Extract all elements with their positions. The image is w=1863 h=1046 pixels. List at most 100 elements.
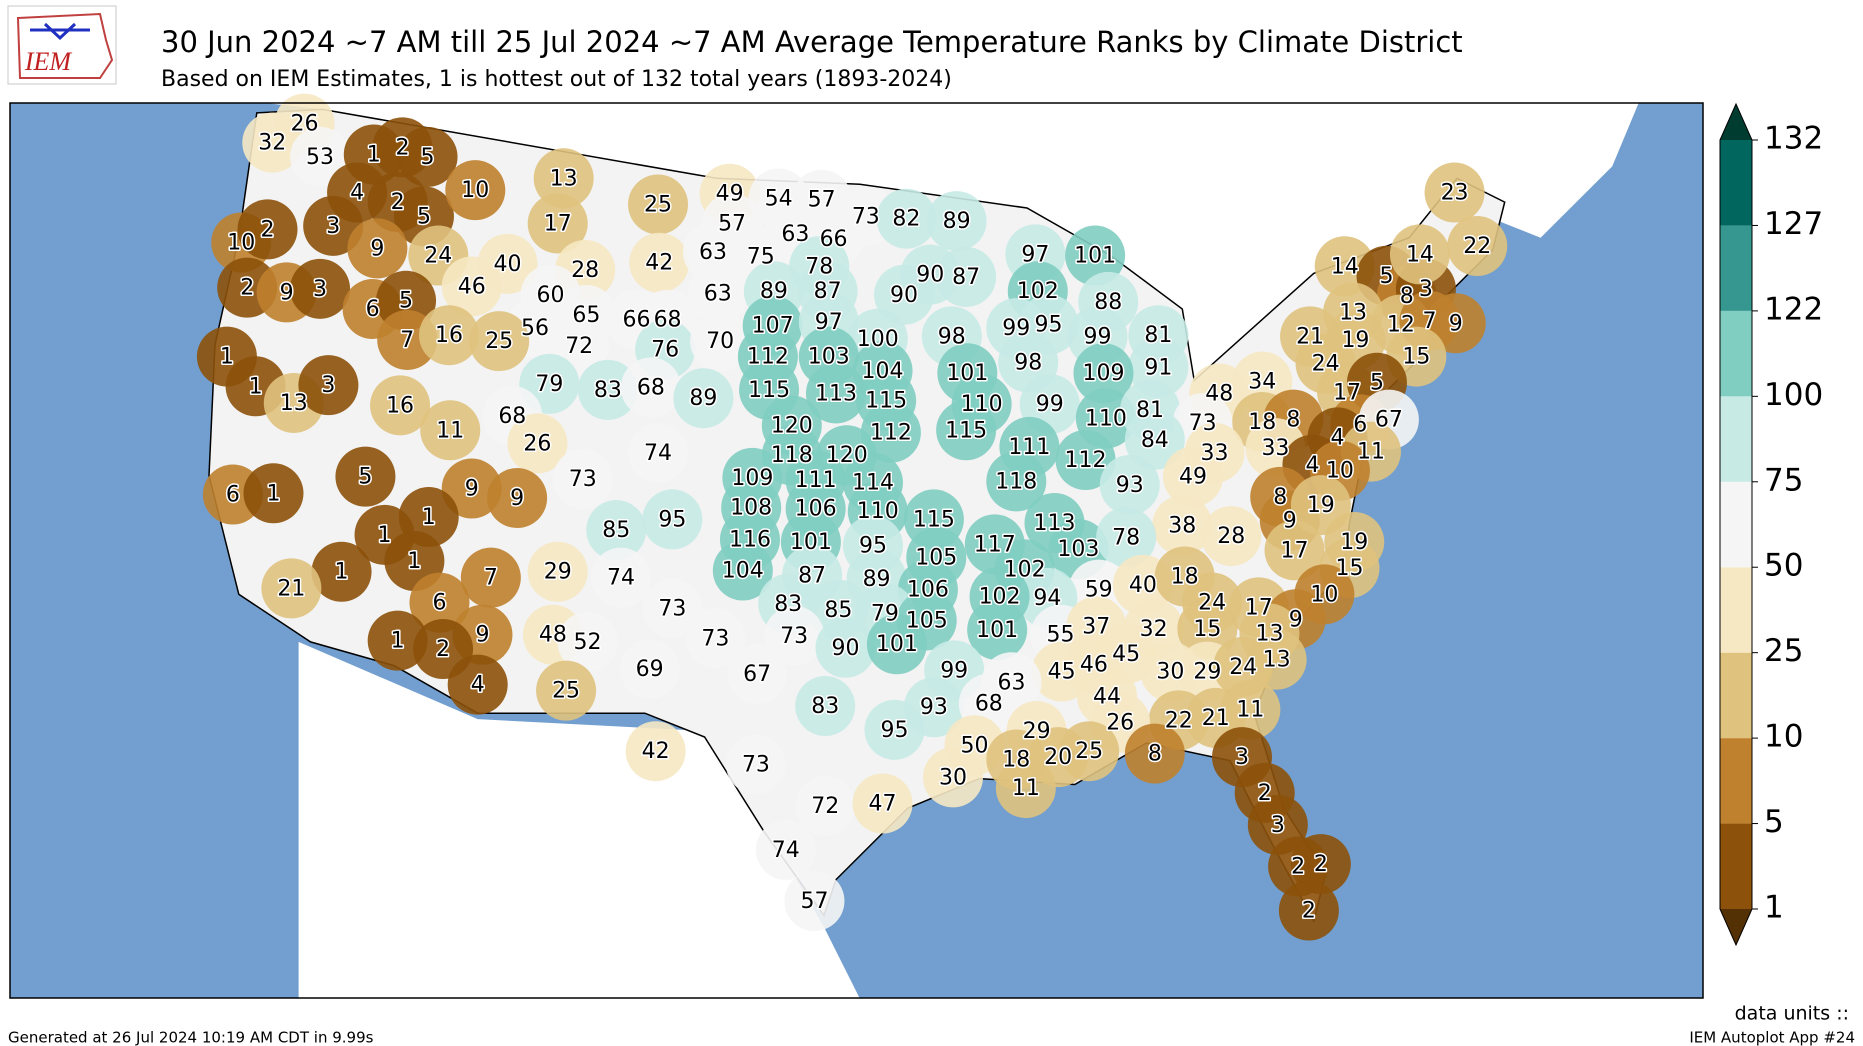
district-fill — [1163, 446, 1224, 507]
district-rank: 45 — [1048, 660, 1076, 685]
district-rank: 75 — [747, 245, 775, 270]
district-rank: 106 — [795, 497, 837, 522]
colorbar-tick-label: 75 — [1764, 462, 1803, 498]
district-rank: 40 — [494, 252, 522, 277]
district-fill — [1389, 224, 1450, 285]
district-rank: 2 — [391, 190, 405, 215]
district-rank: 104 — [722, 559, 764, 584]
district-rank: 20 — [1044, 745, 1072, 770]
app-note: IEM Autoplot App #24 — [1689, 1029, 1855, 1046]
district-rank: 16 — [435, 323, 463, 348]
district-rank: 110 — [857, 499, 899, 524]
district-fill — [536, 660, 597, 721]
district-fill — [876, 188, 937, 249]
district-fill — [237, 199, 298, 260]
district-rank: 1 — [249, 374, 263, 399]
district-fill — [795, 676, 856, 737]
district-fill — [441, 256, 502, 317]
district-rank: 1 — [391, 629, 405, 654]
district-rank: 24 — [1198, 591, 1226, 616]
district-rank: 6 — [226, 482, 240, 507]
district-rank: 63 — [781, 222, 809, 247]
district-fill — [642, 578, 703, 639]
district-rank: 57 — [808, 188, 836, 213]
district-rank: 79 — [535, 372, 563, 397]
district-rank: 113 — [815, 381, 857, 406]
district-rank: 11 — [1236, 698, 1264, 723]
district-rank: 74 — [772, 838, 800, 863]
district-rank: 117 — [974, 532, 1016, 557]
district-rank: 19 — [1340, 530, 1368, 555]
district-rank: 9 — [475, 623, 489, 648]
district-rank: 89 — [943, 209, 971, 234]
district-rank: 83 — [774, 592, 802, 617]
district-rank: 95 — [658, 507, 686, 532]
district-rank: 73 — [569, 467, 597, 492]
district-rank: 105 — [915, 545, 957, 570]
district-fill — [628, 422, 689, 483]
district-rank: 118 — [995, 469, 1037, 494]
district-rank: 101 — [876, 632, 918, 657]
district-rank: 14 — [1331, 254, 1359, 279]
district-rank: 72 — [811, 794, 839, 819]
district-rank: 98 — [1014, 351, 1042, 376]
district-rank: 37 — [1082, 614, 1110, 639]
district-fill — [1031, 641, 1092, 702]
district-rank: 18 — [1171, 564, 1199, 589]
district-rank: 110 — [961, 392, 1003, 417]
district-fill — [1152, 495, 1213, 556]
district-fill — [764, 605, 825, 666]
district-rank: 88 — [1094, 290, 1122, 315]
colorbar: 1 5 10 25 50 75 100 122 127 132 — [1719, 102, 1823, 947]
district-rank: 9 — [280, 280, 294, 305]
district-rank: 103 — [1057, 537, 1099, 562]
district-rank: 1 — [335, 560, 349, 585]
district-rank: 113 — [1034, 511, 1076, 536]
district-rank: 84 — [1141, 428, 1169, 453]
district-rank: 13 — [1255, 622, 1283, 647]
district-rank: 11 — [1357, 440, 1385, 465]
district-rank: 9 — [465, 477, 479, 502]
district-fills — [196, 93, 1508, 941]
district-rank: 21 — [1296, 324, 1324, 349]
district-rank: 63 — [699, 240, 727, 265]
district-rank: 46 — [458, 274, 486, 299]
district-fill — [527, 193, 588, 254]
district-rank: 47 — [869, 792, 897, 817]
district-fill — [687, 263, 748, 324]
colorbar-swatch — [1720, 738, 1752, 824]
district-rank: 23 — [1441, 181, 1469, 206]
district-fill — [303, 195, 364, 256]
district-rank: 13 — [1339, 301, 1367, 326]
district-rank: 76 — [651, 337, 679, 362]
district-rank: 93 — [920, 695, 948, 720]
district-fill — [673, 368, 734, 429]
district-rank: 112 — [870, 421, 912, 446]
logo-text: IEM — [24, 47, 73, 76]
district-fill — [628, 174, 689, 235]
district-rank: 94 — [1033, 586, 1061, 611]
colorbar-tick-label: 1 — [1764, 890, 1784, 926]
district-rank: 4 — [1331, 425, 1345, 450]
district-rank: 42 — [645, 251, 673, 276]
district-fill — [866, 614, 927, 675]
district-rank: 56 — [521, 316, 549, 341]
district-rank: 101 — [976, 618, 1018, 643]
colorbar-tick-label: 122 — [1764, 291, 1823, 327]
district-rank: 8 — [1400, 284, 1414, 309]
district-fill — [1073, 343, 1134, 404]
logo-box — [7, 5, 117, 85]
district-fill — [552, 449, 613, 510]
district-rank: 68 — [498, 404, 526, 429]
generated-note: Generated at 26 Jul 2024 10:19 AM CDT in… — [8, 1029, 374, 1046]
district-fill — [445, 160, 506, 221]
district-rank: 19 — [1307, 493, 1335, 518]
district-fill — [620, 357, 681, 418]
district-rank: 97 — [1021, 242, 1049, 267]
district-fill — [755, 819, 816, 880]
district-rank: 26 — [523, 431, 551, 456]
logo: IEM — [7, 5, 117, 85]
district-rank: 115 — [748, 378, 790, 403]
district-fill — [1124, 409, 1185, 470]
district-rank: 11 — [436, 418, 464, 443]
